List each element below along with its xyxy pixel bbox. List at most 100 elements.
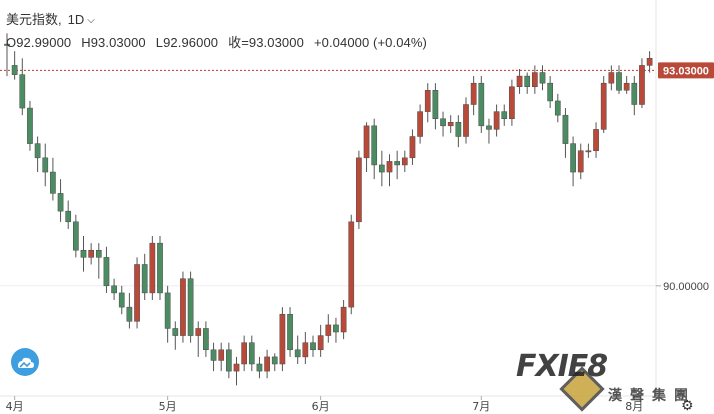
candle-body bbox=[149, 242, 156, 294]
candle-body bbox=[233, 363, 240, 372]
candle-body bbox=[27, 107, 33, 144]
candle-body bbox=[386, 161, 393, 173]
cloud-icon[interactable] bbox=[11, 348, 39, 376]
candle-body bbox=[111, 285, 117, 294]
last-price-tag-bg bbox=[658, 62, 714, 79]
candle-body bbox=[447, 122, 454, 127]
y-tick-label: 90.00000 bbox=[663, 281, 709, 293]
x-tick-label: 6月 bbox=[312, 400, 330, 412]
candle-body bbox=[639, 65, 645, 105]
candle-body bbox=[363, 125, 370, 159]
candle-body bbox=[585, 150, 592, 153]
gear-icon[interactable]: ⚙ bbox=[681, 397, 694, 413]
time-axis: 4月 5月 6月 7月 8月 bbox=[6, 396, 643, 412]
candle-body bbox=[4, 43, 10, 46]
candle-body bbox=[203, 328, 209, 351]
candle-body bbox=[593, 129, 599, 151]
candle-body bbox=[302, 342, 309, 358]
x-tick-label: 7月 bbox=[472, 400, 490, 412]
interval-selector[interactable]: 1D ⌵ bbox=[68, 12, 95, 27]
candle-body bbox=[554, 100, 561, 116]
candle-body bbox=[164, 292, 171, 329]
candle-body bbox=[88, 250, 95, 258]
candle-body bbox=[348, 221, 355, 308]
candle-body bbox=[470, 82, 477, 105]
candle-body bbox=[547, 82, 553, 102]
candle-body bbox=[271, 356, 278, 365]
logo-wordmark: FXIE8 bbox=[516, 349, 608, 384]
high-value: H93.03000 bbox=[81, 35, 146, 50]
candle-body bbox=[95, 250, 102, 258]
low-value: L92.96000 bbox=[155, 35, 219, 50]
candles bbox=[4, 33, 653, 386]
close-value: 收=93.03000 bbox=[228, 35, 304, 50]
candle-body bbox=[256, 363, 263, 372]
candle-body bbox=[394, 161, 400, 166]
candle-body bbox=[455, 122, 462, 137]
candle-body bbox=[616, 72, 622, 91]
candle-body bbox=[440, 118, 446, 127]
candle-body bbox=[333, 324, 339, 333]
candle-body bbox=[600, 82, 607, 130]
candle-body bbox=[570, 143, 576, 173]
candle-body bbox=[493, 111, 500, 130]
candle-body bbox=[103, 257, 110, 287]
candle-body bbox=[241, 342, 248, 365]
symbol-name[interactable]: 美元指数, bbox=[6, 12, 62, 27]
candle-body bbox=[50, 171, 56, 194]
candle-body bbox=[631, 82, 638, 105]
candle-body bbox=[478, 82, 485, 127]
candle-body bbox=[157, 242, 163, 294]
interval-label: 1D bbox=[67, 12, 85, 27]
last-price-tag-label: 93.03000 bbox=[663, 65, 709, 77]
candle-body bbox=[577, 150, 584, 173]
candle-body bbox=[424, 90, 431, 112]
candle-body bbox=[532, 72, 538, 87]
candle-body bbox=[210, 349, 217, 361]
candle-body bbox=[340, 306, 347, 333]
candle-body bbox=[562, 114, 569, 144]
candle-body bbox=[73, 221, 79, 251]
candle-body bbox=[118, 292, 125, 308]
cloud-icon-glyph bbox=[18, 357, 34, 368]
last-price-tag: 93.03000 bbox=[658, 62, 714, 79]
candle-body bbox=[180, 278, 186, 336]
candle-body bbox=[187, 278, 194, 336]
candle-body bbox=[141, 264, 148, 294]
candle-body bbox=[294, 349, 301, 358]
candle-body bbox=[80, 250, 87, 258]
candle-body bbox=[463, 104, 469, 137]
candle-body bbox=[646, 58, 653, 66]
change-value: +0.04000 (+0.04%) bbox=[313, 35, 427, 50]
candle-body bbox=[57, 193, 64, 212]
candle-body bbox=[524, 75, 531, 87]
watermark-logo: FXIE8 漢聲集團 bbox=[516, 349, 714, 412]
candle-body bbox=[317, 335, 324, 351]
candle-body bbox=[509, 86, 515, 119]
candle-body bbox=[42, 157, 49, 173]
candle-body bbox=[539, 72, 546, 84]
candle-body bbox=[218, 349, 225, 361]
candle-body bbox=[11, 65, 18, 75]
candle-body bbox=[486, 125, 492, 130]
candle-body bbox=[516, 75, 523, 87]
candle-body bbox=[379, 164, 385, 173]
candle-body bbox=[65, 210, 72, 223]
open-value: O92.99000 bbox=[6, 35, 72, 50]
x-tick-label: 4月 bbox=[6, 400, 24, 412]
candle-body bbox=[608, 72, 615, 84]
candle-body bbox=[409, 136, 416, 159]
chart-title-row: 美元指数, 1D ⌵ bbox=[6, 9, 95, 28]
candle-body bbox=[134, 264, 140, 322]
x-tick-label: 5月 bbox=[159, 400, 177, 412]
ohlc-row: O92.99000 H93.03000 L92.96000 收=93.03000 +0.… bbox=[6, 32, 437, 51]
candle-body bbox=[19, 74, 26, 109]
candle-body bbox=[287, 313, 293, 351]
candle-body bbox=[623, 82, 630, 91]
candle-body bbox=[310, 342, 316, 351]
candle-body bbox=[264, 356, 270, 372]
candle-body bbox=[195, 328, 202, 336]
price-axis: 90.00000 bbox=[656, 281, 709, 293]
candle-body bbox=[401, 157, 408, 166]
candle-body bbox=[172, 328, 179, 336]
